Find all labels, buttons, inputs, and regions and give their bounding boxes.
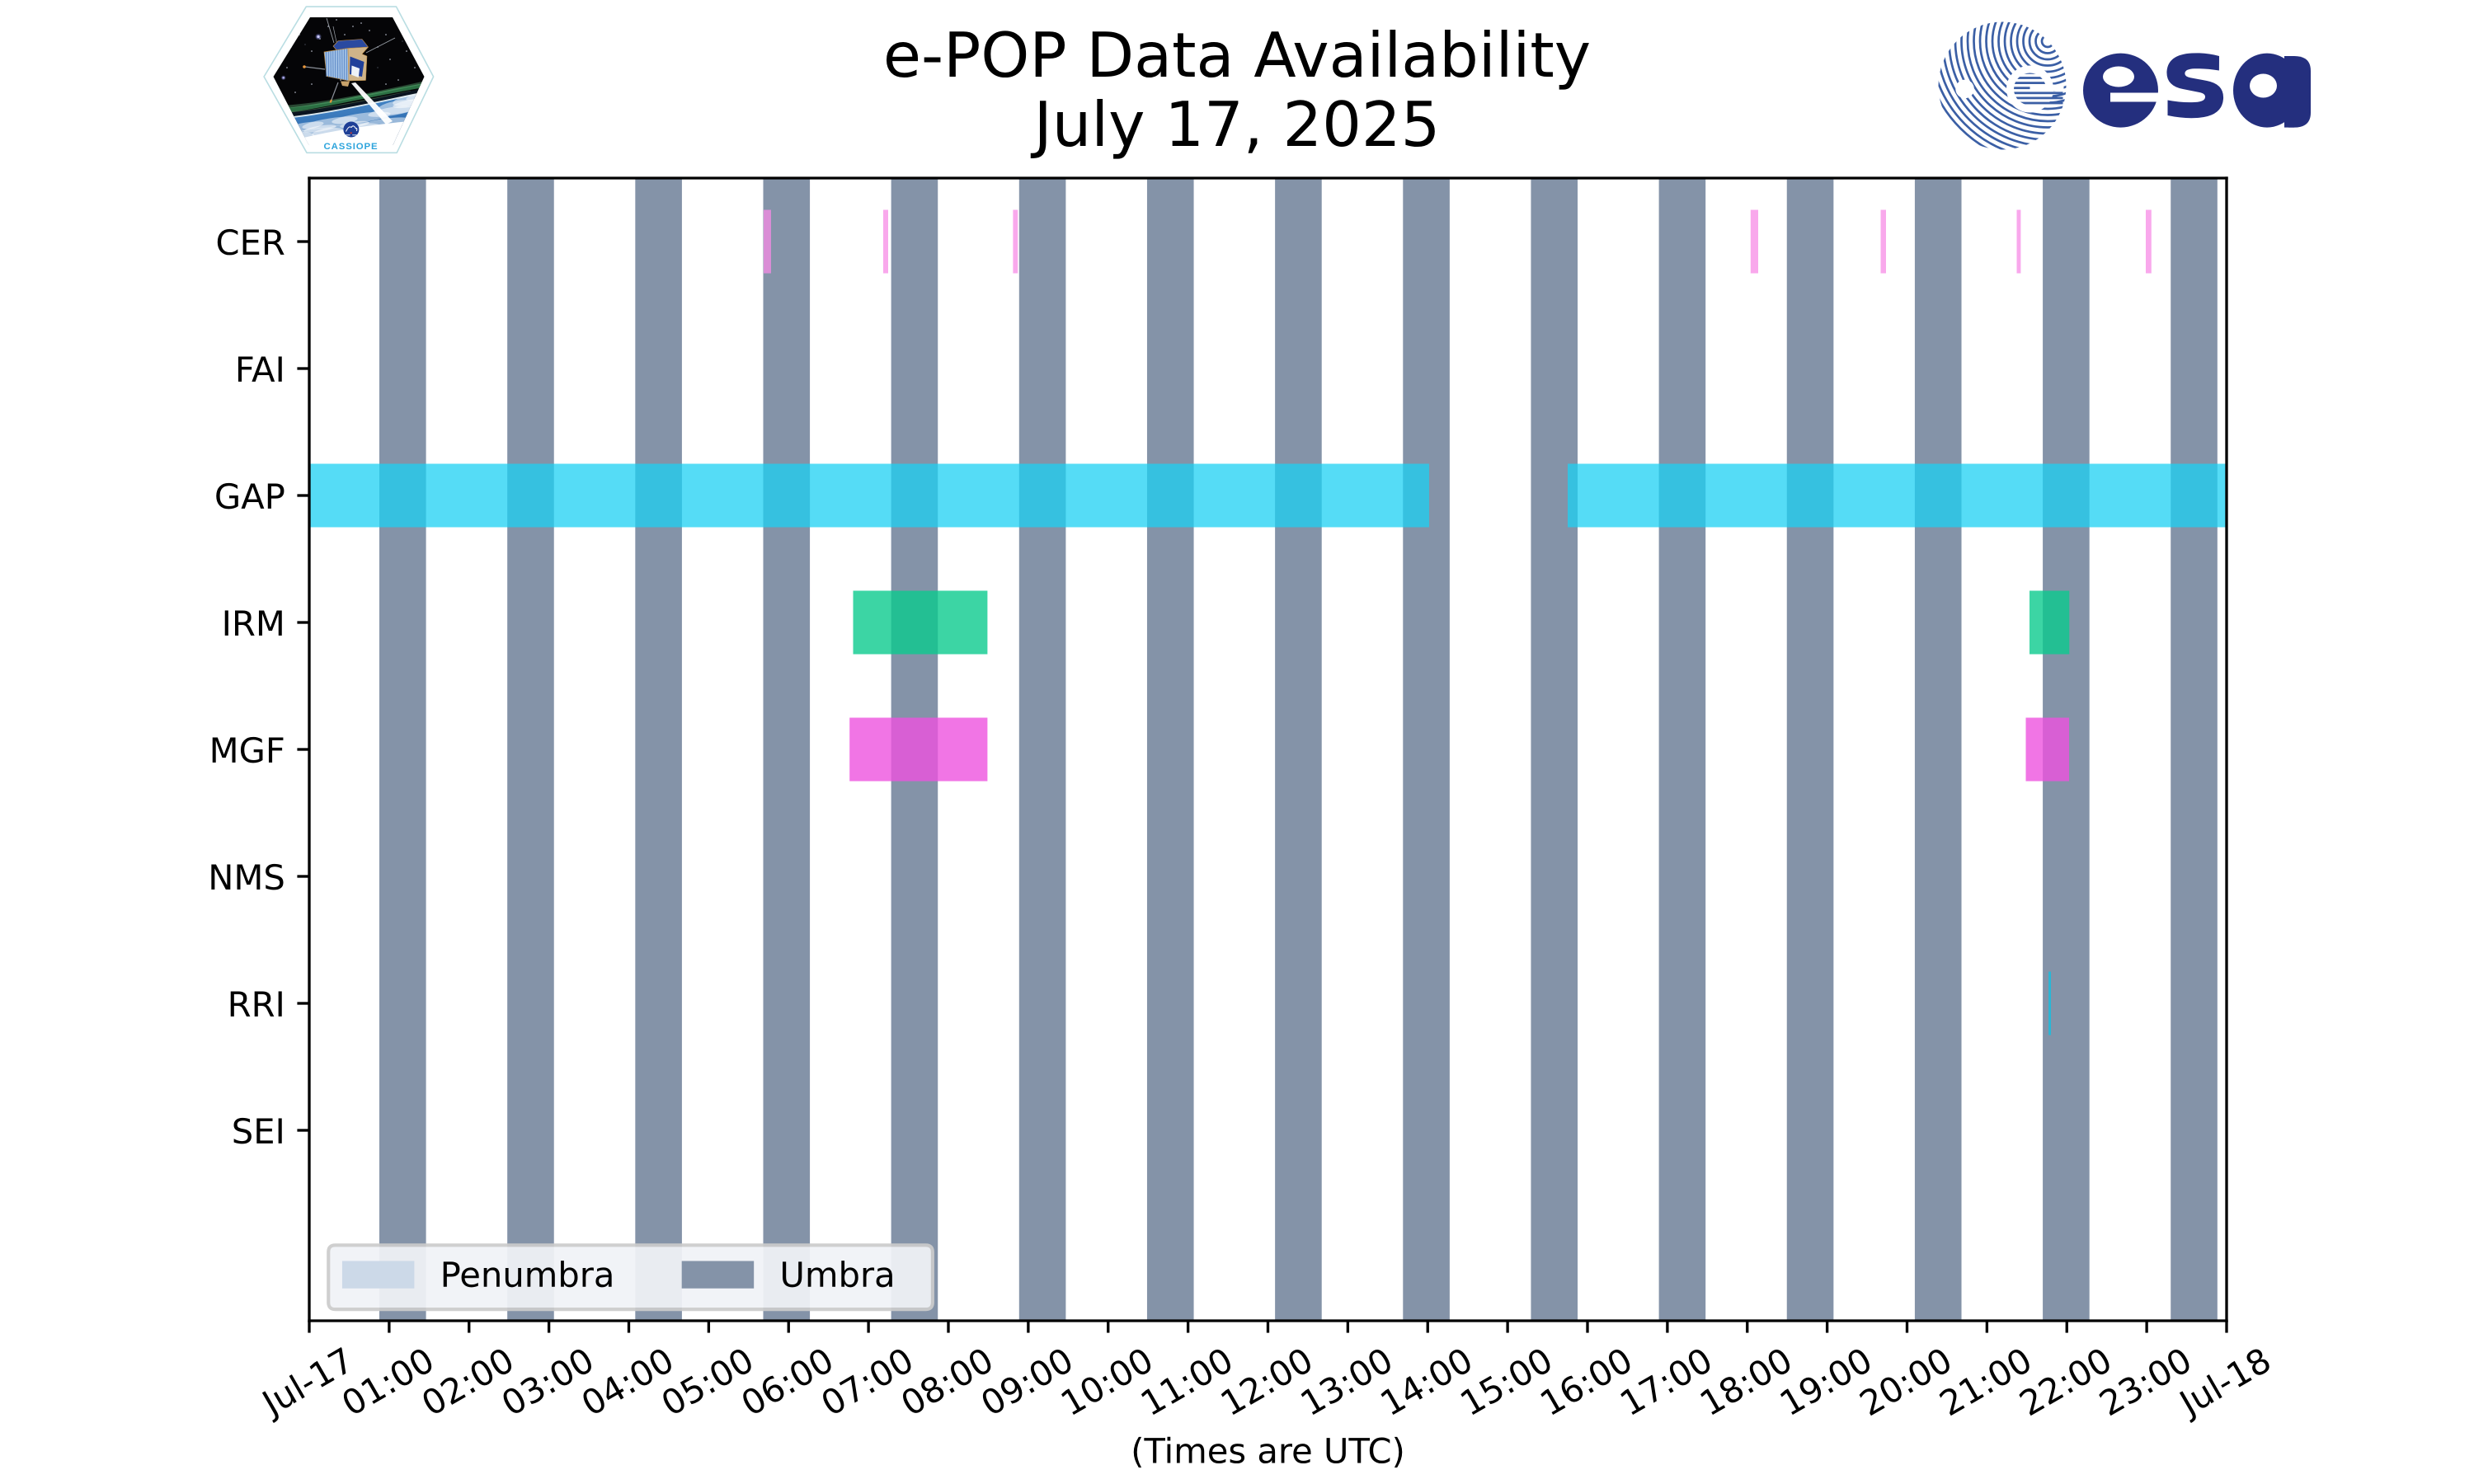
svg-text:CASSIOPE: CASSIOPE (323, 142, 378, 152)
